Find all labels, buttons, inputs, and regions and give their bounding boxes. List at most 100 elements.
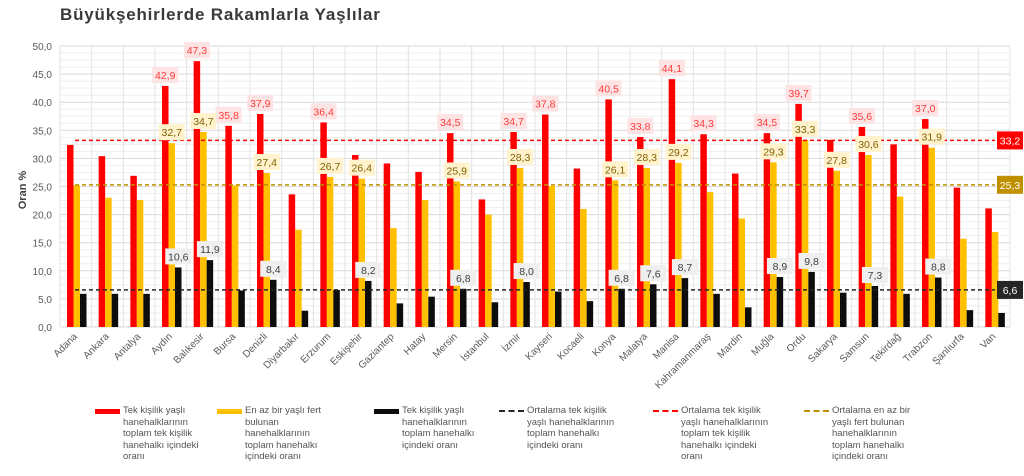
data-label: 26,4 (352, 163, 373, 175)
y-tick-label: 30,0 (33, 154, 53, 165)
y-tick-label: 10,0 (33, 267, 53, 278)
data-label: 8,9 (773, 261, 788, 273)
data-label-box (608, 269, 635, 286)
x-tick-label: Tekirdağ (869, 331, 904, 366)
x-tick-label: Konya (590, 331, 618, 359)
average-label-box (997, 131, 1023, 150)
bar-red (510, 131, 517, 327)
bar-yellow (865, 155, 872, 327)
bar-black (238, 290, 245, 327)
y-axis-title: Oran % (17, 171, 29, 210)
bar-black (776, 276, 784, 327)
data-label-box (855, 136, 882, 153)
data-label: 7,6 (646, 268, 661, 280)
bar-yellow (453, 181, 460, 327)
bar-black (586, 301, 594, 327)
bar-red (827, 139, 834, 327)
bar-yellow (801, 139, 809, 327)
data-label-box (925, 258, 952, 275)
legend-dash (499, 410, 524, 412)
x-tick-label: Kocaeli (556, 331, 587, 362)
data-label: 33,8 (630, 121, 651, 133)
data-label: 34,5 (440, 117, 461, 129)
data-label-box (513, 263, 540, 280)
y-tick-label: 15,0 (33, 239, 53, 250)
bar-red (637, 137, 644, 327)
bar-red (922, 119, 929, 327)
data-label-box (507, 148, 534, 165)
data-label: 34,7 (193, 116, 214, 128)
data-label-box (658, 60, 685, 77)
bar-yellow (358, 178, 365, 327)
legend-label: Ortalama tek kişilik yaşlı hanehalkların… (681, 405, 769, 462)
bar-red (193, 61, 201, 327)
data-label-box (823, 151, 850, 168)
data-label: 26,7 (320, 161, 341, 173)
bar-black (80, 293, 87, 327)
bar-red (130, 175, 137, 327)
bar-red (890, 144, 897, 327)
data-label: 11,9 (200, 244, 220, 256)
data-label: 10,6 (168, 251, 189, 263)
bar-yellow (105, 197, 112, 327)
bar-black (966, 310, 974, 327)
data-label-box (690, 115, 717, 132)
x-tick-label: Ankara (81, 331, 111, 361)
bar-black (143, 293, 150, 327)
average-label: 6,6 (1003, 285, 1018, 297)
data-label: 25,9 (447, 165, 468, 177)
bar-red (668, 79, 676, 328)
data-label-box (158, 124, 185, 141)
legend-dash (653, 410, 678, 412)
legend-swatch (217, 409, 242, 414)
data-label: 37,9 (250, 98, 271, 110)
data-label: 6,8 (614, 273, 629, 285)
data-label: 42,9 (155, 70, 176, 82)
bar-black (396, 303, 404, 327)
bar-yellow (580, 208, 587, 327)
data-label: 29,2 (668, 147, 689, 159)
bar-yellow (295, 229, 302, 327)
x-tick-label: Kahramanmaraş (653, 331, 713, 391)
data-label-box (196, 241, 223, 258)
bar-black (333, 289, 340, 327)
data-label: 37,8 (535, 99, 556, 111)
bar-yellow (263, 173, 270, 327)
x-tick-label: Kayseri (524, 331, 555, 362)
data-label-box (253, 154, 280, 171)
data-label: 35,6 (852, 111, 873, 123)
data-label-box (183, 42, 210, 59)
x-tick-label: İzmir (499, 329, 524, 354)
legend-label: Ortalama en az bir yaşlı fert bulunan ha… (832, 405, 911, 462)
x-tick-label: Van (978, 331, 998, 351)
data-label-box (190, 112, 217, 129)
data-label: 31,9 (922, 132, 943, 144)
bar-black (365, 280, 372, 327)
data-label-box (753, 114, 780, 131)
bar-yellow (421, 199, 429, 327)
data-label: 7,3 (868, 270, 883, 282)
bar-black (555, 291, 562, 327)
data-label: 36,4 (313, 106, 334, 118)
bar-black (935, 277, 942, 327)
bar-yellow (390, 228, 397, 327)
x-tick-label: Mersin (431, 331, 460, 360)
data-label-box (443, 162, 470, 179)
bar-yellow (738, 218, 745, 327)
bar-black (270, 279, 277, 327)
data-label-box (595, 80, 622, 97)
bar-red (320, 122, 327, 327)
bar-black (871, 285, 879, 327)
data-label: 47,3 (187, 45, 208, 57)
data-label: 37,0 (915, 103, 936, 115)
bar-black (713, 293, 720, 327)
x-tick-label: Sakarya (806, 331, 840, 365)
bar-black (301, 310, 309, 327)
data-label-box (317, 157, 344, 174)
data-label-box (500, 112, 527, 129)
data-label: 8,0 (519, 266, 534, 278)
data-label-box (602, 161, 629, 178)
bar-red (352, 155, 359, 327)
x-tick-label: Malatya (617, 331, 650, 364)
